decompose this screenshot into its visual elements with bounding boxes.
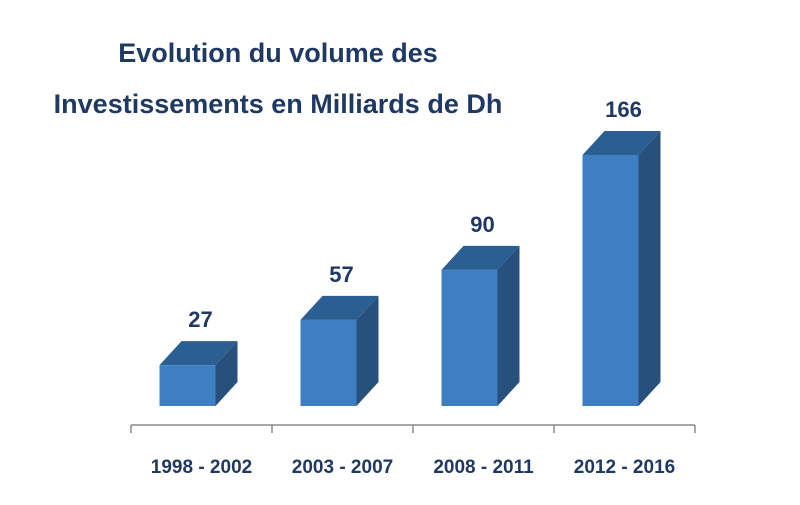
data-label: 90 (470, 212, 494, 237)
bar-top (582, 131, 661, 155)
data-label: 57 (329, 262, 353, 287)
bar-top (441, 245, 520, 270)
bar-front (159, 365, 216, 406)
bar-side (638, 131, 661, 406)
chart-title-line-2: Investissements en Milliards de Dh (54, 89, 503, 119)
x-tick-label: 1998 - 2002 (151, 457, 252, 478)
bar-front (582, 155, 639, 406)
labels-layer: 27 1998 - 2002 57 2003 - 2007 90 2008 - 2011 1… (151, 97, 675, 478)
bar-top (300, 295, 379, 320)
bars-layer (159, 131, 661, 406)
chart-title-line-1: Evolution du volume des (118, 38, 438, 68)
bar-side (497, 245, 520, 406)
data-label: 166 (605, 97, 642, 122)
bar-front (300, 319, 357, 406)
x-tick-label: 2008 - 2011 (433, 457, 534, 478)
bar-top (159, 341, 238, 366)
x-tick-label: 2003 - 2007 (292, 457, 393, 478)
bar-side (215, 341, 238, 406)
data-label: 27 (188, 307, 212, 332)
bar-side (356, 295, 379, 406)
x-axis (130, 424, 696, 433)
x-tick-label: 2012 - 2016 (574, 457, 675, 478)
bar-front (441, 269, 498, 406)
